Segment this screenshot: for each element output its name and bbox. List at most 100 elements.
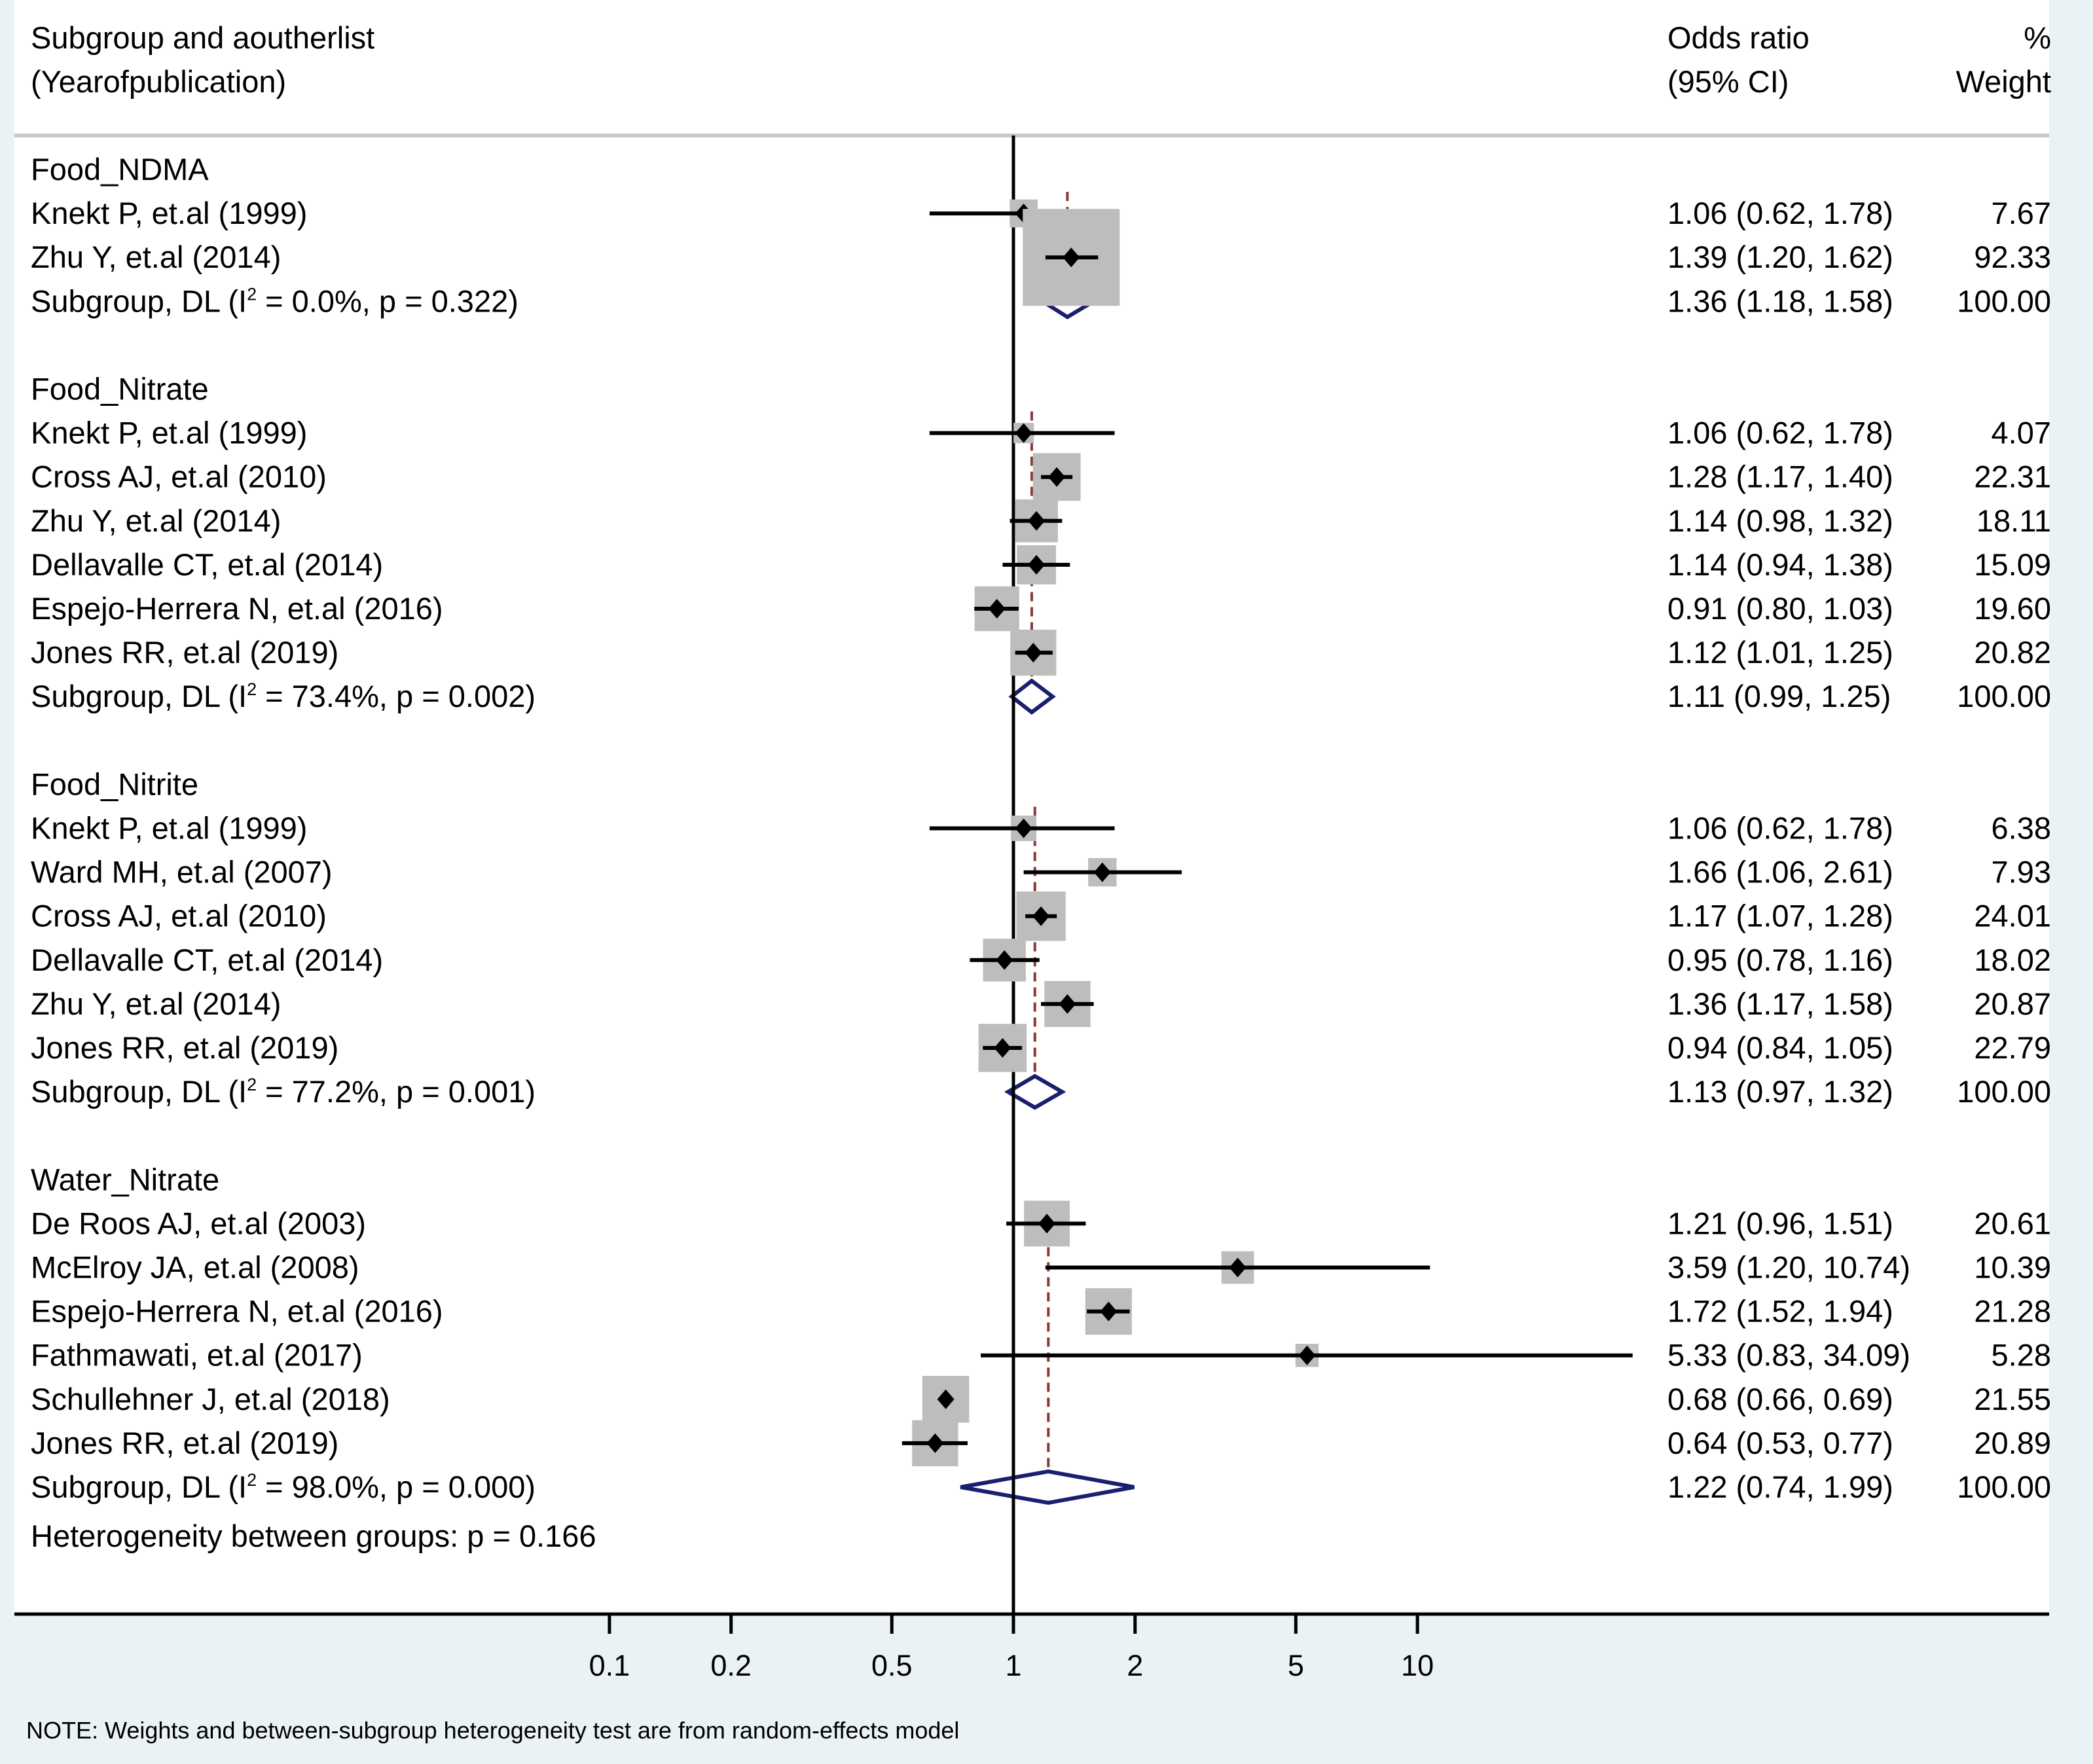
study-label: Knekt P, et.al (1999): [31, 416, 307, 450]
header-study-line2: (Yearofpublication): [31, 64, 286, 99]
x-tick-label: 1: [1005, 1649, 1021, 1682]
or-ci-text: 1.12 (1.01, 1.25): [1667, 635, 1893, 670]
or-ci-text: 0.68 (0.66, 0.69): [1667, 1382, 1893, 1416]
subgroup-or-ci-text: 1.13 (0.97, 1.32): [1667, 1074, 1893, 1109]
study-label: Zhu Y, et.al (2014): [31, 240, 281, 274]
study-label: McElroy JA, et.al (2008): [31, 1250, 359, 1285]
subgroup-diamond: [1008, 678, 1056, 715]
study-label: Jones RR, et.al (2019): [31, 635, 338, 670]
weight-text: 5.28: [1992, 1338, 2051, 1373]
or-ci-text: 1.21 (0.96, 1.51): [1667, 1206, 1893, 1240]
subgroup-weight-text: 100.00: [1957, 679, 2051, 713]
point-estimate: [994, 1038, 1011, 1058]
study-label: Dellavalle CT, et.al (2014): [31, 547, 383, 582]
or-ci-text: 1.06 (0.62, 1.78): [1667, 416, 1893, 450]
header-study-line1: Subgroup and aoutherlist: [31, 20, 374, 55]
or-ci-text: 1.66 (1.06, 2.61): [1667, 855, 1893, 890]
subgroup-or-ci-text: 1.22 (0.74, 1.99): [1667, 1469, 1893, 1504]
study-label: Jones RR, et.al (2019): [31, 1030, 338, 1065]
or-ci-text: 1.17 (1.07, 1.28): [1667, 899, 1893, 933]
study-label: Cross AJ, et.al (2010): [31, 899, 327, 933]
study-label: Schullehner J, et.al (2018): [31, 1382, 390, 1416]
weight-text: 6.38: [1992, 811, 2051, 846]
subgroup-label: Subgroup, DL (I2 = 98.0%, p = 0.000): [31, 1469, 536, 1504]
or-ci-text: 3.59 (1.20, 10.74): [1667, 1250, 1910, 1285]
study-label: Ward MH, et.al (2007): [31, 855, 333, 890]
weight-text: 20.61: [1974, 1206, 2051, 1240]
point-estimate: [1059, 994, 1076, 1014]
weight-text: 24.01: [1974, 899, 2051, 933]
weight-text: 20.82: [1974, 635, 2051, 670]
header-weight-line1: %: [2024, 20, 2051, 55]
point-estimate: [1093, 862, 1111, 882]
weight-text: 7.67: [1992, 196, 2051, 230]
study-label: Cross AJ, et.al (2010): [31, 459, 327, 494]
footnote: NOTE: Weights and between-subgroup heter…: [26, 1717, 959, 1744]
weight-text: 92.33: [1974, 240, 2051, 274]
x-tick-label: 0.1: [589, 1649, 630, 1682]
or-ci-text: 1.06 (0.62, 1.78): [1667, 811, 1893, 846]
study-label: Zhu Y, et.al (2014): [31, 986, 281, 1021]
point-estimate: [1032, 906, 1050, 926]
point-estimate: [1038, 1214, 1056, 1234]
or-ci-text: 0.94 (0.84, 1.05): [1667, 1030, 1893, 1065]
point-estimate: [1063, 247, 1080, 268]
point-estimate: [1025, 643, 1042, 663]
weight-text: 10.39: [1974, 1250, 2051, 1285]
subgroup-diamond: [1004, 1073, 1066, 1110]
weight-text: 18.02: [1974, 943, 2051, 977]
subgroup-or-ci-text: 1.36 (1.18, 1.58): [1667, 283, 1893, 318]
group-title: Food_NDMA: [31, 152, 209, 187]
subgroup-label: Subgroup, DL (I2 = 0.0%, p = 0.322): [31, 283, 519, 318]
subgroup-weight-text: 100.00: [1957, 1074, 2051, 1109]
header-or-line2: (95% CI): [1667, 64, 1789, 99]
weight-text: 22.79: [1974, 1030, 2051, 1065]
study-label: Fathmawati, et.al (2017): [31, 1338, 363, 1373]
group-title: Food_Nitrite: [31, 766, 198, 801]
study-label: Zhu Y, et.al (2014): [31, 503, 281, 538]
point-estimate: [1015, 818, 1032, 838]
point-estimate: [1028, 511, 1046, 531]
group-title: Food_Nitrate: [31, 372, 209, 406]
or-ci-text: 0.95 (0.78, 1.16): [1667, 943, 1893, 977]
point-estimate: [1298, 1345, 1316, 1365]
weight-text: 7.93: [1992, 855, 2051, 890]
study-label: Jones RR, et.al (2019): [31, 1426, 338, 1460]
x-tick-label: 2: [1127, 1649, 1143, 1682]
or-ci-text: 1.06 (0.62, 1.78): [1667, 196, 1893, 230]
x-tick-label: 0.2: [710, 1649, 752, 1682]
study-label: Espejo-Herrera N, et.al (2016): [31, 591, 443, 626]
point-estimate: [1048, 467, 1066, 487]
weight-text: 21.55: [1974, 1382, 2051, 1416]
weight-text: 18.11: [1976, 503, 2051, 538]
header-or-line1: Odds ratio: [1667, 20, 1810, 55]
point-estimate: [1028, 554, 1046, 575]
point-estimate: [1100, 1301, 1118, 1322]
subgroup-diamond: [960, 1469, 1135, 1505]
weight-text: 21.28: [1974, 1294, 2051, 1329]
point-estimate: [988, 599, 1006, 619]
point-estimate: [937, 1389, 955, 1409]
heterogeneity-text: Heterogeneity between groups: p = 0.166: [31, 1519, 596, 1553]
study-label: De Roos AJ, et.al (2003): [31, 1206, 366, 1240]
or-ci-text: 1.14 (0.94, 1.38): [1667, 547, 1893, 582]
point-estimate: [1015, 423, 1032, 443]
or-ci-text: 0.91 (0.80, 1.03): [1667, 591, 1893, 626]
weight-text: 20.89: [1974, 1426, 2051, 1460]
header-weight-line2: Weight: [1956, 64, 2051, 99]
or-ci-text: 1.36 (1.17, 1.58): [1667, 986, 1893, 1021]
subgroup-or-ci-text: 1.11 (0.99, 1.25): [1667, 679, 1891, 713]
or-ci-text: 0.64 (0.53, 0.77): [1667, 1426, 1893, 1460]
x-tick-label: 5: [1288, 1649, 1304, 1682]
study-label: Knekt P, et.al (1999): [31, 196, 307, 230]
weight-text: 20.87: [1974, 986, 2051, 1021]
point-estimate: [996, 950, 1013, 970]
weight-text: 15.09: [1974, 547, 2051, 582]
or-ci-text: 1.72 (1.52, 1.94): [1667, 1294, 1893, 1329]
or-ci-text: 1.28 (1.17, 1.40): [1667, 459, 1893, 494]
or-ci-text: 5.33 (0.83, 34.09): [1667, 1338, 1910, 1373]
group-title: Water_Nitrate: [31, 1162, 219, 1197]
subgroup-label: Subgroup, DL (I2 = 77.2%, p = 0.001): [31, 1074, 536, 1109]
x-tick-label: 0.5: [871, 1649, 913, 1682]
